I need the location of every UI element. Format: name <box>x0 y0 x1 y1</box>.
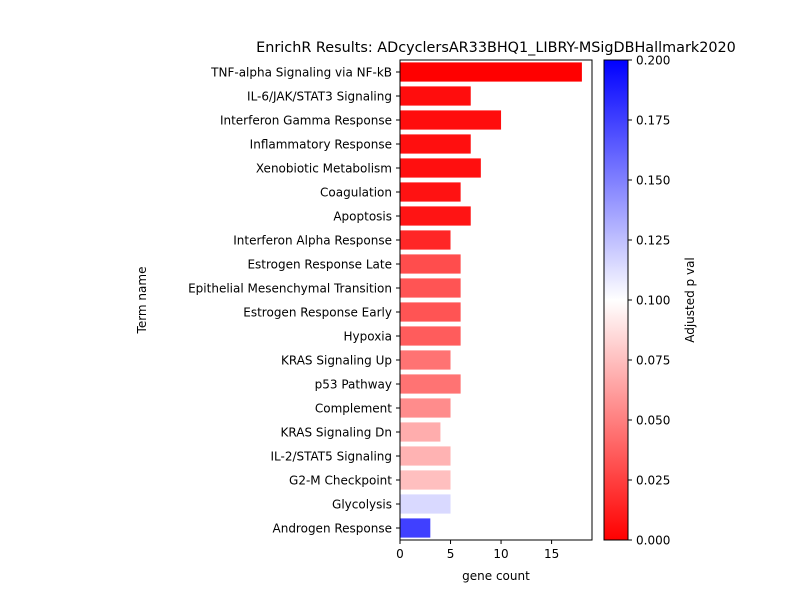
bar-17 <box>400 470 451 490</box>
chart-title: EnrichR Results: ADcyclersAR33BHQ1_LIBRY… <box>256 40 736 56</box>
y-tick-label: Epithelial Mesenchymal Transition <box>188 282 392 296</box>
y-tick-label: KRAS Signaling Dn <box>281 426 392 440</box>
bar-10 <box>400 302 461 322</box>
y-tick-label: Androgen Response <box>273 522 393 536</box>
y-tick-label: TNF-alpha Signaling via NF-kB <box>210 66 392 80</box>
bar-11 <box>400 326 461 346</box>
colorbar-tick-label: 0.075 <box>636 354 670 368</box>
y-tick-label: p53 Pathway <box>315 378 392 392</box>
bar-7 <box>400 230 451 250</box>
bar-13 <box>400 374 461 394</box>
colorbar-tick-label: 0.025 <box>636 474 670 488</box>
bar-16 <box>400 446 451 466</box>
x-axis-label: gene count <box>462 569 530 583</box>
y-tick-label: Apoptosis <box>333 210 392 224</box>
x-ticks: 0 5 10 15 <box>396 540 559 561</box>
y-axis-label: Term name <box>135 267 149 335</box>
y-tick-label: IL-6/JAK/STAT3 Signaling <box>247 90 392 104</box>
plot-frame <box>399 59 593 541</box>
y-tick-label: Hypoxia <box>343 330 392 344</box>
bar-18 <box>400 494 451 514</box>
y-tick-label: Inflammatory Response <box>250 138 392 152</box>
colorbar <box>603 59 629 541</box>
colorbar-label: Adjusted p val <box>683 257 697 343</box>
y-tick-label: G2-M Checkpoint <box>289 474 392 488</box>
bar-4 <box>400 158 481 178</box>
y-tick-label: KRAS Signaling Up <box>281 354 392 368</box>
bar-9 <box>400 278 461 298</box>
y-tick-label: Estrogen Response Early <box>243 306 392 320</box>
colorbar-tick-label: 0.125 <box>636 234 670 248</box>
y-tick-label: IL-2/STAT5 Signaling <box>270 450 392 464</box>
colorbar-tick-label: 0.150 <box>636 174 670 188</box>
bar-6 <box>400 206 471 226</box>
y-tick-label: Coagulation <box>320 186 392 200</box>
colorbar-tick-label: 0.050 <box>636 414 670 428</box>
y-tick-label: Xenobiotic Metabolism <box>256 162 392 176</box>
x-tick-label: 15 <box>544 547 559 561</box>
x-tick-label: 10 <box>493 547 508 561</box>
bar-1 <box>400 86 471 106</box>
y-tick-label: Interferon Gamma Response <box>220 114 392 128</box>
y-tick-label: Complement <box>315 402 392 416</box>
bar-3 <box>400 134 471 154</box>
colorbar-tick-label: 0.100 <box>636 294 670 308</box>
bar-12 <box>400 350 451 370</box>
bar-19 <box>400 518 431 538</box>
bar-15 <box>400 422 441 442</box>
bar-0 <box>400 62 582 82</box>
bar-2 <box>400 110 502 130</box>
x-tick-label: 0 <box>396 547 404 561</box>
y-tick-label: Estrogen Response Late <box>247 258 392 272</box>
colorbar-tick-label: 0.000 <box>636 534 670 548</box>
bars-group <box>400 62 582 538</box>
bar-5 <box>400 182 461 202</box>
y-tick-label: Glycolysis <box>332 498 392 512</box>
y-tick-label: Interferon Alpha Response <box>233 234 392 248</box>
y-tick-labels: TNF-alpha Signaling via NF-kB IL-6/JAK/ST… <box>188 66 400 536</box>
colorbar-tick-label: 0.175 <box>636 114 670 128</box>
bar-14 <box>400 398 451 418</box>
colorbar-tick-label: 0.200 <box>636 54 670 68</box>
x-tick-label: 5 <box>447 547 455 561</box>
bar-8 <box>400 254 461 274</box>
colorbar-ticks: 0.000 0.025 0.050 0.075 0.100 0.125 0.150 0.175… <box>628 54 670 548</box>
